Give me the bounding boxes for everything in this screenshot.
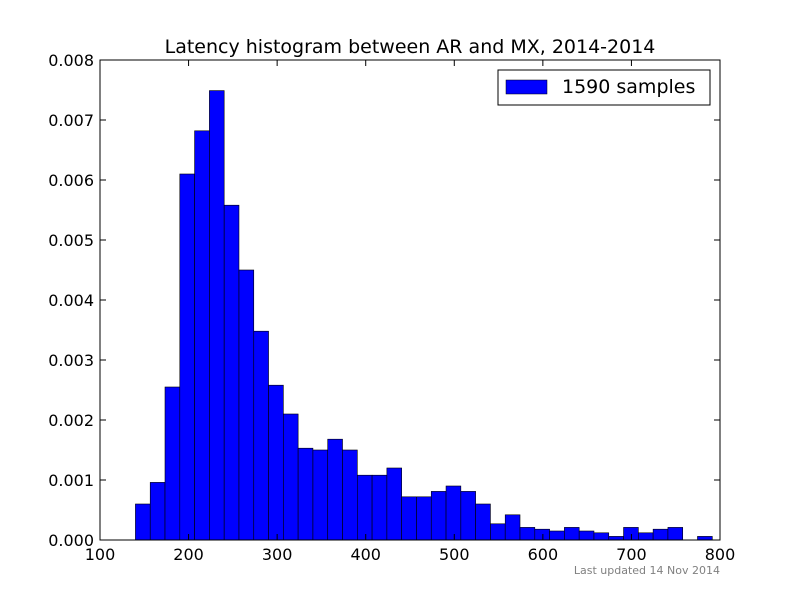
y-tick-label: 0.008 (48, 51, 94, 70)
x-tick-label: 300 (262, 545, 293, 564)
y-tick-label: 0.000 (48, 531, 94, 550)
y-tick-label: 0.006 (48, 171, 94, 190)
x-tick-label: 500 (439, 545, 470, 564)
x-tick-label: 600 (528, 545, 559, 564)
x-tick-label: 400 (350, 545, 381, 564)
histogram-bar (209, 90, 225, 541)
x-tick-label: 800 (705, 545, 736, 564)
histogram-bar (445, 485, 462, 541)
histogram-bar (652, 528, 669, 541)
x-tick-label: 100 (85, 545, 116, 564)
histogram-bar (475, 503, 491, 541)
histogram-bar (504, 514, 521, 541)
histogram-bar (386, 467, 402, 541)
histogram-bar (342, 449, 358, 541)
histogram-bar (593, 532, 610, 541)
histogram-bar (149, 482, 166, 541)
histogram-bar (608, 536, 624, 541)
histogram-bar (327, 438, 343, 541)
legend-swatch (505, 79, 548, 95)
histogram-bar (223, 204, 240, 541)
histogram-bar (549, 530, 565, 541)
histogram-bar (179, 173, 195, 541)
ticks-layer (99, 59, 721, 541)
histogram-bar (667, 527, 684, 541)
y-tick-label: 0.003 (48, 351, 94, 370)
histogram-bar (534, 528, 550, 541)
histogram-bar (312, 449, 329, 541)
histogram-bar (416, 496, 432, 541)
histogram-bar (297, 447, 314, 541)
y-tick-label: 0.004 (48, 291, 94, 310)
histogram-bar (194, 130, 210, 541)
histogram-bar (135, 503, 151, 541)
histogram-bar (564, 527, 580, 541)
bars-layer (135, 90, 713, 541)
histogram-bar (430, 491, 447, 541)
histogram-bar (697, 536, 713, 541)
histogram-bar (519, 527, 536, 541)
chart-title: Latency histogram between AR and MX, 201… (165, 36, 656, 58)
y-tick-label: 0.002 (48, 411, 94, 430)
legend: 1590 samples (497, 69, 711, 106)
legend-label: 1590 samples (562, 76, 695, 98)
histogram-bar (578, 530, 595, 541)
histogram-bar (490, 523, 506, 541)
histogram-bar (253, 330, 269, 541)
histogram-bar (460, 491, 476, 541)
x-tick-label: 700 (616, 545, 647, 564)
histogram-bar (356, 474, 373, 541)
histogram-bar (401, 496, 417, 541)
histogram-bar (283, 413, 299, 541)
y-tick-label: 0.005 (48, 231, 94, 250)
labels-layer: 100 200 300 400 500 600 700 800 0.000 0.001 0.002 0… (48, 51, 735, 564)
y-tick-label: 0.007 (48, 111, 94, 130)
histogram-bar (164, 386, 181, 541)
histogram-bar (638, 532, 654, 541)
y-tick-label: 0.001 (48, 471, 94, 490)
histogram-bar (371, 474, 388, 541)
last-updated-note: Last updated 14 Nov 2014 (574, 564, 720, 577)
histogram-bar (238, 269, 255, 541)
histogram-bar (268, 384, 284, 541)
x-tick-label: 200 (173, 545, 204, 564)
